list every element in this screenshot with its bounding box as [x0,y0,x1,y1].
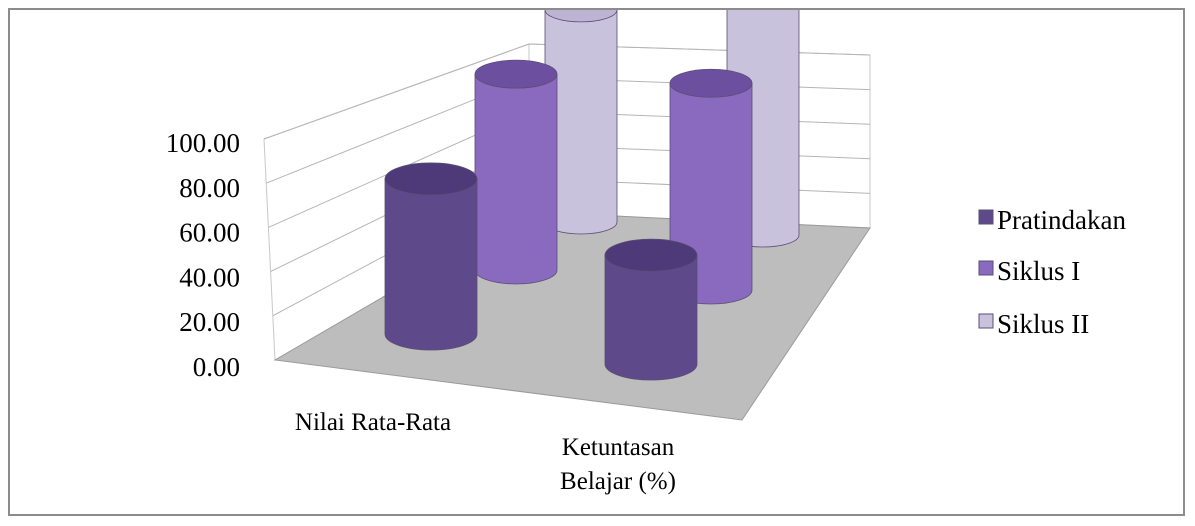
y-tick-label: 40.00 [179,262,240,292]
legend-label: Siklus II [997,309,1089,339]
y-tick-label: 100.00 [166,128,240,158]
y-tick-label: 80.00 [179,173,240,203]
legend-label: Pratindakan [997,205,1126,235]
legend: Pratindakan Siklus I Siklus II [978,205,1126,339]
bar-cylinder [544,10,618,235]
y-axis-ticks: 0.00 20.00 40.00 60.00 80.00 100.00 [166,128,240,382]
chart-frame: 0.00 20.00 40.00 60.00 80.00 100.00 Nilai Rat… [8,8,1185,516]
legend-label: Siklus I [997,256,1080,286]
chart-bars [384,10,800,381]
bar-cylinder [474,59,558,285]
y-tick-label: 0.00 [193,352,240,382]
chart-canvas: 0.00 20.00 40.00 60.00 80.00 100.00 Nilai Rat… [166,10,1126,495]
x-category-label: Belajar (%) [560,468,676,495]
legend-swatch [978,209,994,225]
x-category-label: Ketuntasan [562,434,675,461]
x-category-label: Nilai Rata-Rata [295,409,451,436]
bar-cylinder [604,238,698,381]
y-tick-label: 60.00 [179,218,240,248]
legend-swatch [978,260,994,276]
x-axis-labels: Nilai Rata-Rata Ketuntasan Belajar (%) [295,409,676,495]
bar-cylinder [384,162,478,351]
legend-swatch [978,313,994,329]
y-tick-label: 20.00 [179,307,240,337]
